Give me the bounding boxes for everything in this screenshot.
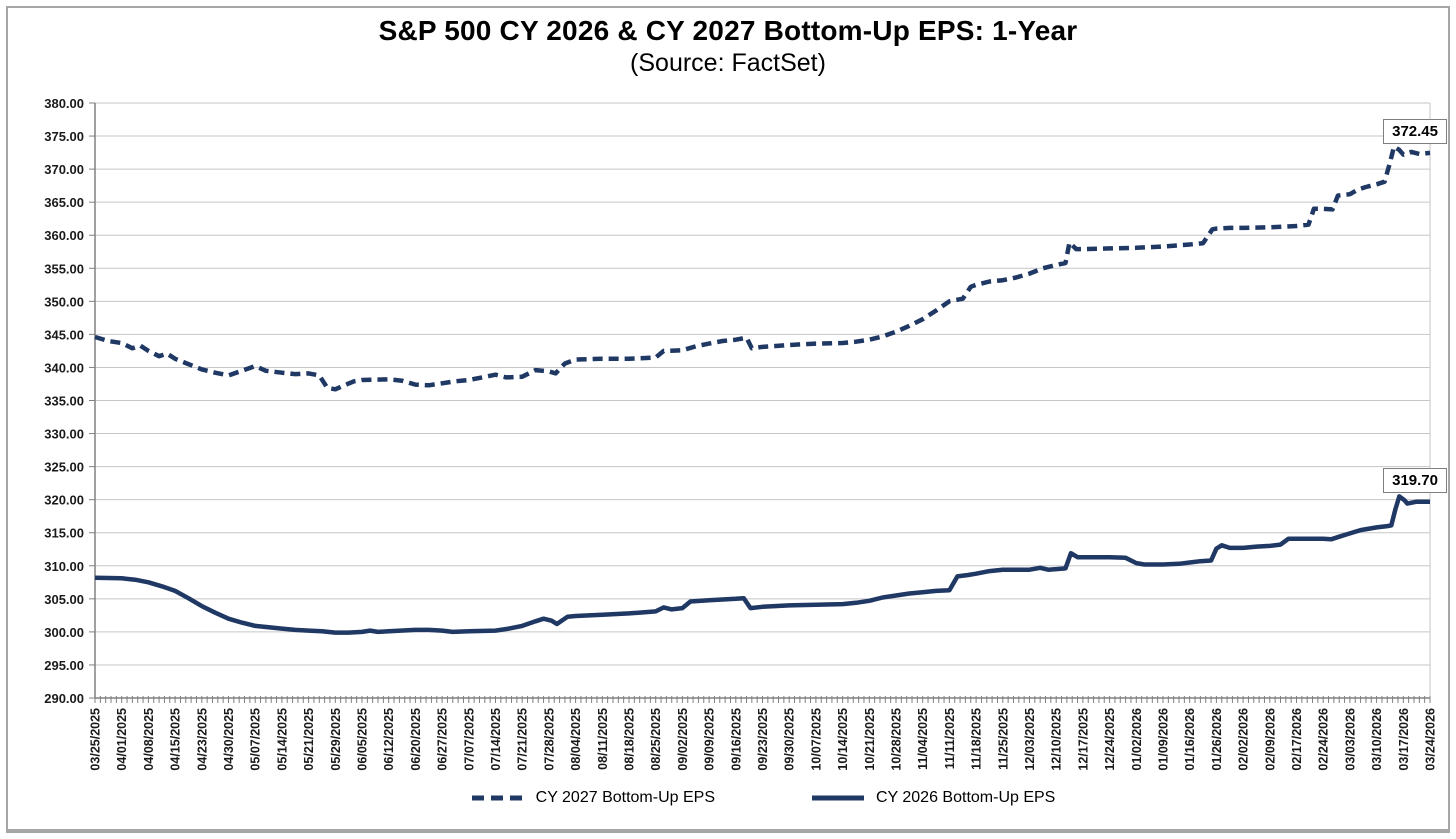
y-axis-label: 310.00 (44, 559, 84, 574)
end-value-label-cy2027: 372.45 (1383, 118, 1447, 144)
x-axis-label: 12/24/2025 (1103, 708, 1117, 771)
x-axis-label: 09/09/2025 (703, 708, 717, 771)
x-axis-label: 05/21/2025 (302, 708, 316, 771)
x-axis-label: 01/16/2026 (1183, 708, 1197, 771)
chart-title: S&P 500 CY 2026 & CY 2027 Bottom-Up EPS:… (378, 15, 1078, 46)
y-axis-label: 380.00 (44, 96, 84, 111)
x-axis-label: 06/12/2025 (382, 708, 396, 771)
x-axis-label: 10/14/2025 (836, 708, 850, 771)
legend: CY 2027 Bottom-Up EPS CY 2026 Bottom-Up … (95, 789, 1430, 807)
x-axis-label: 01/09/2026 (1157, 708, 1171, 771)
x-axis-label: 03/10/2026 (1370, 708, 1384, 771)
x-axis-label: 03/03/2026 (1343, 708, 1357, 771)
x-axis-label: 11/04/2025 (916, 708, 930, 770)
chart-subtitle: (Source: FactSet) (630, 49, 826, 77)
y-axis-label: 295.00 (44, 658, 84, 673)
x-axis-label: 02/09/2026 (1263, 708, 1277, 771)
y-axis-label: 365.00 (44, 195, 84, 210)
x-axis-label: 11/18/2025 (970, 708, 984, 770)
legend-item-cy2027: CY 2027 Bottom-Up EPS (470, 789, 715, 807)
x-axis-label: 07/14/2025 (489, 708, 503, 771)
legend-label-cy2027: CY 2027 Bottom-Up EPS (535, 789, 715, 806)
x-axis-label: 07/21/2025 (516, 708, 530, 771)
x-axis-label: 11/25/2025 (996, 708, 1010, 770)
y-axis-label: 305.00 (44, 592, 84, 607)
x-axis-label: 10/07/2025 (809, 708, 823, 771)
y-axis-label: 320.00 (44, 493, 84, 508)
x-axis-label: 08/11/2025 (596, 708, 610, 770)
x-axis-label: 07/07/2025 (462, 708, 476, 771)
x-axis-label: 01/26/2026 (1210, 708, 1224, 771)
series-line-cy2027 (94, 144, 1431, 392)
y-axis-label: 315.00 (44, 526, 84, 541)
y-axis-label: 375.00 (44, 129, 84, 144)
x-axis-label: 04/15/2025 (169, 708, 183, 771)
x-axis-label: 12/03/2025 (1023, 708, 1037, 771)
end-value-label-cy2026: 319.70 (1383, 467, 1447, 493)
y-axis-label: 330.00 (44, 427, 84, 442)
x-axis-label: 02/17/2026 (1290, 708, 1304, 771)
x-axis-label: 05/29/2025 (329, 708, 343, 771)
x-axis-label: 04/08/2025 (142, 708, 156, 771)
x-axis-label: 04/01/2025 (115, 708, 129, 771)
series-line-cy2026 (94, 494, 1430, 635)
x-axis-label: 06/20/2025 (409, 708, 423, 771)
y-axis-label: 345.00 (44, 327, 84, 342)
x-axis-label: 04/30/2025 (222, 708, 236, 771)
x-axis-label: 07/28/2025 (542, 708, 556, 771)
x-axis-label: 01/02/2026 (1130, 708, 1144, 771)
x-axis-label: 04/23/2025 (195, 708, 209, 771)
x-axis-label: 05/07/2025 (249, 708, 263, 771)
x-axis-label: 12/10/2025 (1050, 708, 1064, 771)
y-axis-label: 325.00 (44, 460, 84, 475)
x-axis-label: 09/02/2025 (676, 708, 690, 771)
x-axis-label: 09/23/2025 (756, 708, 770, 771)
y-axis-label: 335.00 (44, 394, 84, 409)
x-axis-label: 09/16/2025 (729, 708, 743, 771)
x-axis-label: 06/05/2025 (356, 708, 370, 771)
x-axis-label: 03/24/2026 (1424, 708, 1438, 771)
title-block: S&P 500 CY 2026 & CY 2027 Bottom-Up EPS:… (0, 14, 1456, 79)
dashed-line-sample-icon (471, 795, 524, 801)
x-axis-label: 02/02/2026 (1237, 708, 1251, 771)
solid-line-sample-icon (812, 795, 864, 801)
x-axis-label: 08/18/2025 (623, 708, 637, 771)
x-axis-label: 08/04/2025 (569, 708, 583, 771)
x-axis-label: 03/25/2025 (89, 708, 103, 771)
y-axis-label: 360.00 (44, 228, 84, 243)
x-axis-label: 02/24/2026 (1317, 708, 1331, 771)
y-axis-label: 355.00 (44, 261, 84, 276)
x-axis-label: 08/25/2025 (649, 708, 663, 771)
x-axis-label: 09/30/2025 (783, 708, 797, 771)
x-axis-label: 06/27/2025 (436, 708, 450, 771)
x-axis-label: 05/14/2025 (275, 708, 289, 771)
x-axis-label: 10/28/2025 (890, 708, 904, 771)
legend-item-cy2026: CY 2026 Bottom-Up EPS (810, 789, 1055, 807)
x-axis-label: 11/11/2025 (943, 708, 957, 769)
y-axis-label: 350.00 (44, 294, 84, 309)
x-axis-label: 10/21/2025 (863, 708, 877, 771)
y-axis-label: 300.00 (44, 625, 84, 640)
y-axis-label: 340.00 (44, 360, 84, 375)
y-axis-label: 370.00 (44, 162, 84, 177)
y-axis-label: 290.00 (44, 691, 84, 706)
x-axis-label: 03/17/2026 (1397, 708, 1411, 771)
legend-label-cy2026: CY 2026 Bottom-Up EPS (876, 789, 1056, 806)
x-axis-label: 12/17/2025 (1076, 708, 1090, 771)
